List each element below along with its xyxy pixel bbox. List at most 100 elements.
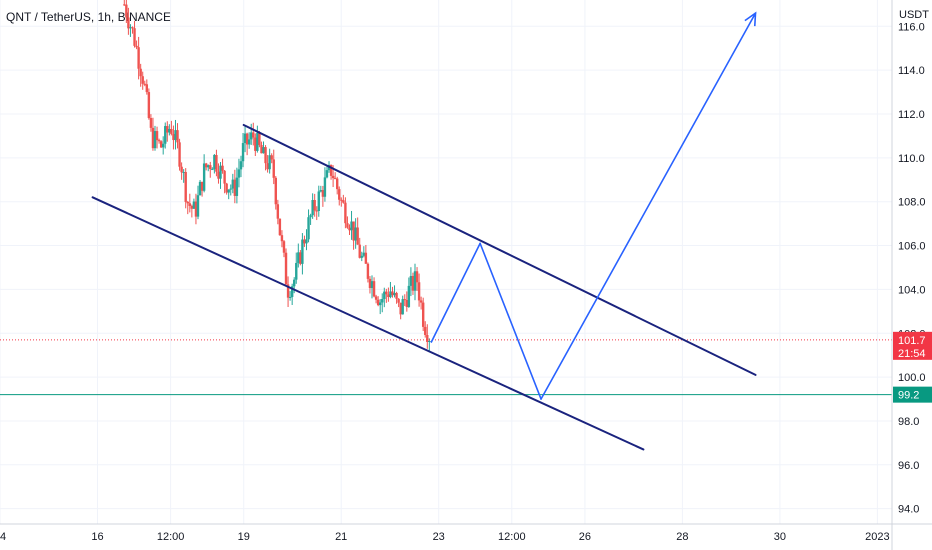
candle-body xyxy=(282,241,286,253)
candle-body xyxy=(381,299,384,303)
candle-body xyxy=(176,130,179,143)
y-axis[interactable]: 116.0114.0112.0110.0108.0106.0104.0102.0… xyxy=(891,0,932,550)
candle-body xyxy=(290,286,294,297)
candle-body xyxy=(424,326,427,335)
candle-body xyxy=(258,132,261,146)
currency-label: USDT xyxy=(899,9,929,21)
x-tick-label: 19 xyxy=(238,531,250,543)
candle-body xyxy=(309,215,312,218)
candle-body xyxy=(241,143,245,162)
candle-body xyxy=(356,227,359,245)
x-axis[interactable]: 14 16 12:00 19 21 23 12:00 26 28 30 2023 xyxy=(0,523,932,543)
candle-body xyxy=(288,296,292,298)
candle-body xyxy=(358,244,361,258)
candle-body xyxy=(186,201,189,204)
drawings[interactable] xyxy=(91,11,757,451)
candle-body xyxy=(256,132,259,151)
candle-body xyxy=(299,252,302,264)
candle-body xyxy=(143,83,146,85)
candle-body xyxy=(397,298,400,303)
channel-lower-line[interactable] xyxy=(91,196,645,451)
candle-body xyxy=(247,139,251,145)
candle-body xyxy=(239,161,243,170)
candle-body xyxy=(403,299,406,301)
candle-body xyxy=(254,137,257,151)
candle-body xyxy=(131,27,134,29)
candle-body xyxy=(317,191,320,211)
candle-body xyxy=(264,147,267,164)
candle-body xyxy=(196,195,200,217)
candle-body xyxy=(274,177,277,205)
candle-body xyxy=(252,132,255,138)
candle-body xyxy=(340,199,343,201)
x-tick-label: 26 xyxy=(579,531,591,543)
candle-body xyxy=(213,154,216,170)
candle-body xyxy=(419,300,423,303)
x-tick-label: 16 xyxy=(91,531,103,543)
candle-body xyxy=(139,68,142,77)
candle-body xyxy=(293,279,296,287)
candle-body xyxy=(190,205,194,209)
y-tick-label: 116.0 xyxy=(898,21,925,33)
x-tick-label: 2023 xyxy=(865,531,889,543)
candle-body xyxy=(405,300,409,307)
projection-2-line[interactable] xyxy=(479,242,542,400)
candle-body xyxy=(284,252,288,285)
y-tick-label: 106.0 xyxy=(898,241,926,253)
candle-body xyxy=(272,159,275,178)
candle-body xyxy=(311,200,314,216)
candle-body xyxy=(133,28,136,46)
candle-body xyxy=(268,155,271,170)
candle-body xyxy=(207,165,210,168)
candle-body xyxy=(188,203,192,206)
countdown-value: 21:54 xyxy=(898,348,926,360)
candle-body xyxy=(127,17,130,29)
candle-body xyxy=(161,143,165,148)
candle-body xyxy=(243,133,247,144)
candle-body xyxy=(202,163,206,191)
candle-body xyxy=(168,129,171,133)
candle-body xyxy=(192,201,196,209)
candle-body xyxy=(123,4,126,6)
candle-body xyxy=(303,239,306,244)
candle-body xyxy=(323,177,327,197)
projection-1-line[interactable] xyxy=(430,242,481,343)
candle-body xyxy=(385,291,388,295)
y-tick-label: 94.0 xyxy=(898,504,919,516)
candle-body xyxy=(223,170,226,184)
candle-body xyxy=(383,291,386,300)
candle-body xyxy=(145,84,149,93)
x-tick-label: 21 xyxy=(335,531,347,543)
candle-body xyxy=(329,164,333,176)
x-tick-label: 12:00 xyxy=(498,531,526,543)
projection-3-line[interactable] xyxy=(540,12,757,400)
candle-body xyxy=(233,179,237,196)
candle-body xyxy=(407,285,411,307)
x-tick-label: 12:00 xyxy=(157,531,185,543)
candle-body xyxy=(235,177,239,196)
candle-body xyxy=(333,178,337,180)
candle-body xyxy=(321,190,325,197)
candle-body xyxy=(164,126,167,144)
candle-body xyxy=(395,292,398,299)
candle-body xyxy=(157,140,161,142)
y-tick-label: 100.0 xyxy=(898,372,926,384)
candle-body xyxy=(295,262,298,280)
x-tick-label: 30 xyxy=(774,531,786,543)
candle-body xyxy=(184,172,187,202)
candle-body xyxy=(426,334,429,342)
candle-body xyxy=(278,218,282,236)
candle-body xyxy=(166,126,169,133)
candle-body xyxy=(262,147,265,154)
candle-body xyxy=(364,252,368,264)
candle-body xyxy=(399,302,402,315)
y-tick-label: 110.0 xyxy=(898,153,925,165)
candle-body xyxy=(151,127,155,149)
channel-upper-line[interactable] xyxy=(242,123,757,376)
candle-body xyxy=(307,217,310,240)
y-tick-label: 108.0 xyxy=(898,197,926,209)
price-levels xyxy=(0,339,892,396)
candle-body xyxy=(350,221,353,231)
candle-body xyxy=(325,170,329,178)
